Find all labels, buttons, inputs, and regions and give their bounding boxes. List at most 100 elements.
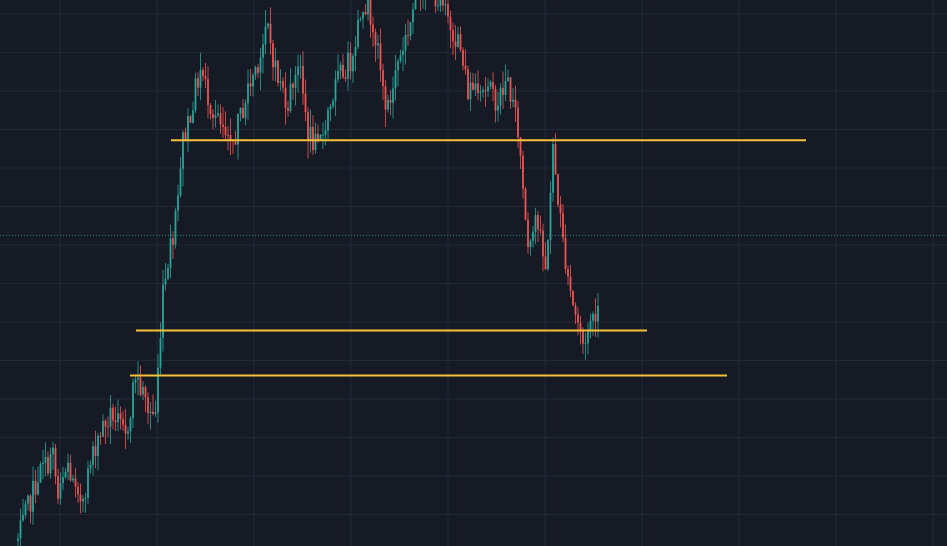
candle-body — [77, 486, 79, 495]
candle-body — [457, 34, 459, 47]
candle — [464, 49, 467, 75]
candle-body — [192, 110, 194, 123]
candle — [437, 0, 439, 11]
candle-body — [137, 377, 139, 380]
candle — [112, 403, 114, 430]
candle — [127, 427, 129, 440]
candle-body — [204, 76, 207, 80]
candle-body — [29, 495, 32, 512]
candle-body — [339, 64, 342, 71]
candle-body — [487, 86, 489, 92]
candle — [484, 76, 487, 107]
candle-body — [509, 77, 512, 102]
candle-body — [564, 237, 567, 269]
candle-body — [269, 23, 272, 44]
candle — [42, 449, 44, 480]
candle — [334, 70, 337, 116]
candle — [129, 415, 132, 444]
candle-body — [444, 4, 447, 6]
candle-body — [197, 78, 199, 88]
candle-body — [459, 34, 462, 50]
candle-body — [47, 457, 49, 474]
candle-body — [217, 113, 219, 116]
candle-body — [544, 256, 547, 270]
candle — [522, 150, 524, 199]
candle-body — [157, 367, 159, 413]
candle-body — [202, 70, 204, 77]
candle — [494, 84, 497, 123]
candle-body — [452, 30, 454, 42]
candle-body — [162, 284, 164, 339]
candle — [324, 120, 327, 146]
candle-body — [414, 0, 417, 10]
candle — [134, 376, 137, 394]
candle-body — [89, 464, 92, 469]
candle-body — [117, 413, 119, 423]
candle — [47, 451, 49, 477]
candle-body — [507, 77, 509, 82]
candle-body — [402, 50, 404, 56]
candle — [117, 399, 119, 432]
candle — [425, 0, 426, 11]
candle — [512, 88, 514, 108]
candle — [344, 69, 347, 82]
candle — [59, 472, 62, 505]
candle-body — [567, 268, 569, 277]
candle-body — [94, 446, 97, 456]
candle — [192, 101, 194, 124]
candle-body — [134, 379, 137, 383]
candle — [309, 109, 312, 153]
candle — [532, 225, 534, 248]
candle — [179, 157, 182, 198]
candle — [82, 495, 84, 513]
candle-body — [159, 338, 162, 368]
candle — [219, 104, 222, 134]
candle-body — [589, 320, 592, 330]
candle-body — [264, 26, 267, 45]
candle-body — [387, 99, 389, 110]
candle-body — [584, 343, 587, 345]
candle — [469, 72, 472, 112]
candle — [57, 468, 59, 504]
candle-body — [62, 477, 64, 483]
candle-body — [519, 137, 522, 156]
candle-body — [477, 83, 479, 93]
candle-body — [524, 188, 527, 220]
candle — [519, 137, 522, 170]
support-resistance-lines[interactable] — [130, 139, 806, 377]
candle-body — [237, 113, 239, 145]
candle — [242, 98, 244, 119]
candle — [34, 469, 37, 504]
candle — [420, 0, 421, 12]
candle-body — [284, 87, 287, 108]
candle-body — [592, 313, 594, 321]
candle-body — [244, 103, 247, 118]
candle-body — [189, 116, 192, 123]
candle — [314, 122, 317, 154]
candle-body — [257, 67, 259, 73]
candle-body — [297, 66, 299, 75]
candle — [439, 0, 442, 13]
candle — [572, 290, 574, 306]
candle-body — [529, 240, 532, 247]
candle-body — [579, 322, 582, 330]
candle-body — [22, 515, 24, 521]
candle-body — [504, 81, 507, 95]
candle-body — [82, 498, 84, 502]
candle — [217, 104, 219, 118]
candle — [507, 69, 509, 83]
candle-body — [147, 397, 149, 414]
candle — [474, 73, 477, 96]
candle — [462, 47, 464, 71]
candle-body — [149, 411, 152, 414]
candle — [557, 173, 559, 208]
candle — [162, 269, 164, 352]
candle-body — [464, 65, 467, 70]
candle-body — [52, 447, 54, 455]
candle — [292, 81, 294, 100]
candle-body — [587, 329, 589, 344]
candle-body — [594, 313, 597, 322]
